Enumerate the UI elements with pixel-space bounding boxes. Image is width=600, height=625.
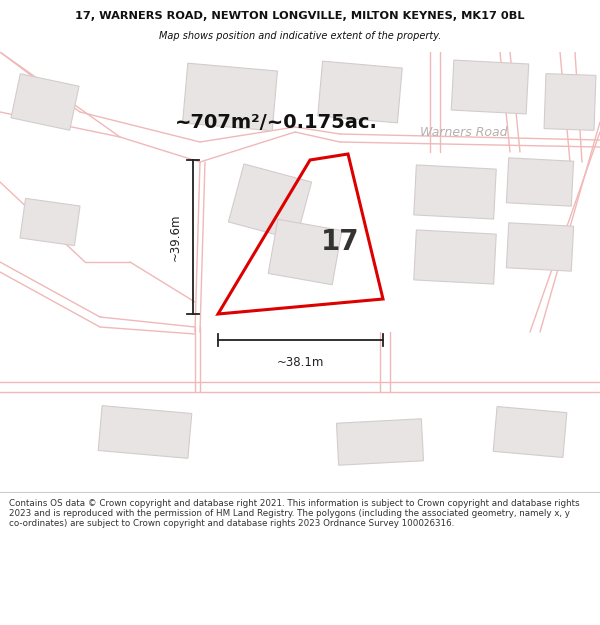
Text: Contains OS data © Crown copyright and database right 2021. This information is : Contains OS data © Crown copyright and d… (9, 499, 580, 529)
Text: Map shows position and indicative extent of the property.: Map shows position and indicative extent… (159, 31, 441, 41)
Polygon shape (414, 230, 496, 284)
Polygon shape (414, 165, 496, 219)
Polygon shape (11, 74, 79, 130)
Text: ~707m²/~0.175ac.: ~707m²/~0.175ac. (175, 112, 378, 131)
Polygon shape (544, 74, 596, 131)
Polygon shape (20, 198, 80, 246)
Text: ~38.1m: ~38.1m (277, 356, 324, 369)
Polygon shape (98, 406, 192, 458)
Polygon shape (268, 219, 342, 285)
Polygon shape (229, 164, 311, 240)
Text: Warners Road: Warners Road (420, 126, 508, 139)
Polygon shape (506, 158, 574, 206)
Polygon shape (318, 61, 402, 123)
Polygon shape (182, 63, 277, 131)
Text: 17, WARNERS ROAD, NEWTON LONGVILLE, MILTON KEYNES, MK17 0BL: 17, WARNERS ROAD, NEWTON LONGVILLE, MILT… (75, 11, 525, 21)
Polygon shape (506, 223, 574, 271)
Polygon shape (337, 419, 424, 465)
Text: ~39.6m: ~39.6m (169, 213, 182, 261)
Polygon shape (451, 60, 529, 114)
Polygon shape (493, 406, 567, 458)
Text: 17: 17 (320, 228, 359, 256)
